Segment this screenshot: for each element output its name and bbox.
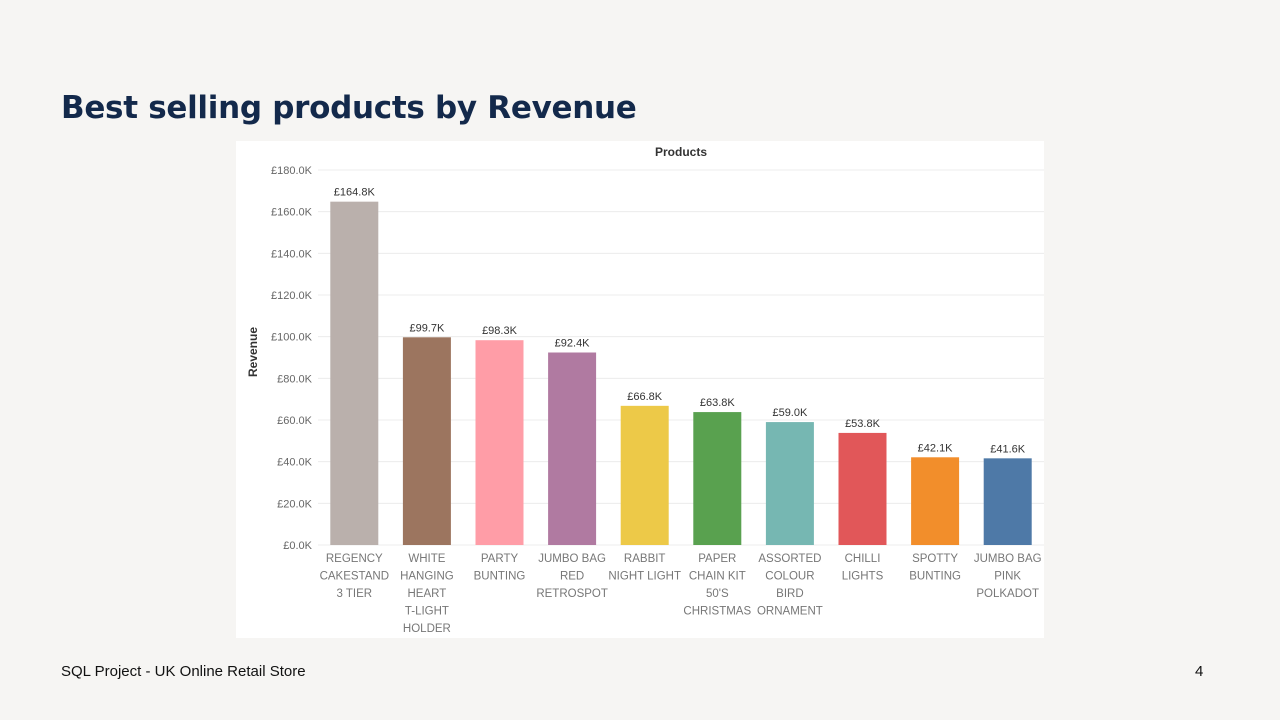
x-tick-label: RED [560,571,584,583]
x-tick-label: LIGHTS [842,571,884,583]
y-tick-label: £20.0K [277,498,313,510]
data-label: £53.8K [845,418,881,430]
chart-panel: Products Revenue £0.0K £20.0K £40.0K £60.0K… [236,141,1044,638]
y-tick-label: £160.0K [271,207,313,219]
x-tick-label: PINK [994,571,1021,583]
x-tick-label: NIGHT LIGHT [608,571,681,583]
y-tick-labels: £0.0K £20.0K £40.0K £60.0K £80.0K £100.0K £120… [271,165,313,552]
x-tick-label: CHRISTMAS [683,606,751,618]
bar [765,422,814,545]
x-tick-label: ORNAMENT [757,606,823,618]
bar-chart: Products Revenue £0.0K £20.0K £40.0K £60.0K… [246,145,1044,635]
slide-title: Best selling products by Revenue [61,90,637,126]
data-labels: £164.8K £99.7K £98.3K £92.4K £66.8K £63.8K £59… [334,187,1026,456]
x-tick-label: CHILLI [845,553,881,565]
x-tick-label: BIRD [776,588,803,600]
chart-title: Products [655,145,707,159]
bar [693,412,742,545]
bar [838,432,887,545]
data-label: £164.8K [334,187,376,199]
y-tick-label: £0.0K [283,540,312,552]
bar [330,201,379,545]
bar [402,337,451,545]
y-tick-label: £60.0K [277,415,313,427]
data-label: £63.8K [700,397,736,409]
x-tick-label: HEART [408,588,447,600]
data-label: £59.0K [772,407,808,419]
x-tick-label: T-LIGHT [405,606,449,618]
bars [330,201,1032,545]
y-tick-label: £80.0K [277,373,313,385]
data-label: £98.3K [482,325,518,337]
y-tick-label: £140.0K [271,248,313,260]
x-tick-label: JUMBO BAG [974,553,1042,565]
y-tick-label: £40.0K [277,457,313,469]
data-label: £66.8K [627,391,663,403]
footer-text: SQL Project - UK Online Retail Store [61,663,306,680]
data-label: £99.7K [409,322,445,334]
x-tick-label: REGENCY [326,553,383,565]
y-tick-label: £120.0K [271,290,313,302]
bar [620,405,669,545]
x-tick-label: COLOUR [765,571,814,583]
x-tick-label: SPOTTY [912,553,958,565]
x-tick-label: POLKADOT [976,588,1039,600]
y-tick-label: £100.0K [271,332,313,344]
data-label: £41.6K [990,443,1026,455]
x-tick-label: RETROSPOT [536,588,608,600]
x-tick-label: 50'S [706,588,729,600]
x-tick-label: PARTY [481,553,519,565]
data-label: £92.4K [555,338,591,350]
y-tick-label: £180.0K [271,165,313,177]
bar [983,458,1032,545]
bar [911,457,960,545]
x-tick-label: RABBIT [624,553,666,565]
y-axis-label: Revenue [246,327,260,377]
x-tick-label: CHAIN KIT [689,571,746,583]
x-tick-label: CAKESTAND [320,571,389,583]
bar [475,340,524,545]
x-tick-label: WHITE [408,553,445,565]
x-tick-label: ASSORTED [758,553,821,565]
x-tick-labels: REGENCY CAKESTAND 3 TIER WHITE HANGING HEART T… [320,553,1042,635]
x-tick-label: BUNTING [474,571,526,583]
bar [548,352,597,545]
page-number: 4 [1195,663,1204,680]
x-tick-label: JUMBO BAG [538,553,606,565]
x-tick-label: BUNTING [909,571,961,583]
x-tick-label: HANGING [400,571,454,583]
x-tick-label: PAPER [698,553,736,565]
x-tick-label: 3 TIER [337,588,373,600]
x-tick-label: HOLDER [403,623,451,635]
data-label: £42.1K [918,442,954,454]
